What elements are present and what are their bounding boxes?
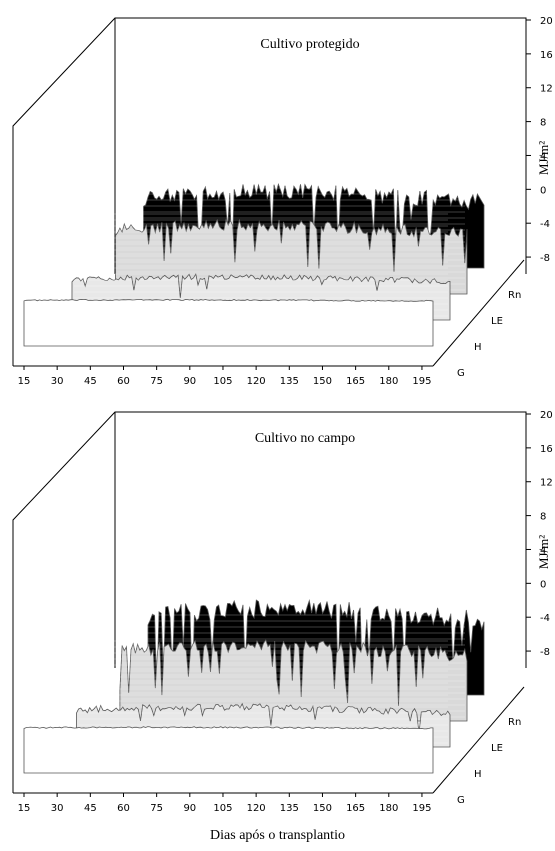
chart-title: Cultivo protegido	[260, 37, 359, 52]
chart-frame-depth-edge	[432, 259, 525, 367]
z-tick-label: 16	[540, 444, 553, 455]
x-tick-label: 105	[213, 376, 232, 387]
series-ribbon-le	[115, 218, 468, 295]
series-label-g: G	[457, 368, 465, 379]
z-tick-label: 0	[540, 185, 546, 196]
x-tick-label: 60	[117, 803, 130, 814]
x-tick-label: 90	[183, 803, 196, 814]
x-axis-label: Dias após o transplantio	[210, 828, 345, 843]
series-ribbon-g	[23, 726, 434, 774]
x-tick-label: 180	[379, 803, 398, 814]
x-tick-label: 150	[313, 376, 332, 387]
z-tick-label: 12	[540, 84, 553, 95]
x-tick-label: 90	[183, 376, 196, 387]
x-tick-label: 75	[150, 803, 163, 814]
x-tick-label: 195	[412, 376, 431, 387]
series-label-le: LE	[491, 743, 503, 754]
series-label-rn: Rn	[508, 717, 521, 728]
z-tick-label: 4	[540, 151, 546, 162]
z-tick-label: 16	[540, 50, 553, 61]
z-tick-label: 8	[540, 118, 546, 129]
z-tick-label: 20	[540, 410, 553, 421]
x-tick-label: 135	[280, 376, 299, 387]
z-tick-label: 4	[540, 545, 546, 556]
z-tick-label: -4	[540, 219, 550, 230]
x-tick-label: 165	[346, 803, 365, 814]
z-tick-label: -8	[540, 253, 550, 264]
z-tick-label: 0	[540, 579, 546, 590]
chart-frame-depth-edge	[432, 686, 525, 794]
z-axis-unit: MJ/m²	[536, 535, 551, 569]
x-tick-label: 75	[150, 376, 163, 387]
z-tick-label: 12	[540, 478, 553, 489]
x-tick-label: 45	[84, 803, 97, 814]
x-tick-label: 120	[247, 803, 266, 814]
series-label-h: H	[474, 342, 482, 353]
x-tick-label: 15	[18, 803, 31, 814]
series-label-rn: Rn	[508, 290, 521, 301]
series-ribbon-g	[23, 298, 434, 347]
x-tick-label: 45	[84, 376, 97, 387]
x-tick-label: 105	[213, 803, 232, 814]
z-tick-label: -4	[540, 613, 550, 624]
x-tick-label: 180	[379, 376, 398, 387]
z-tick-label: 20	[540, 16, 553, 27]
chart-panel-1: 20 16 12 8 4 0 -4 -8 MJ/m² Cultivo protegido Rn LE H…	[12, 16, 553, 387]
chart-panel-2: 20 16 12 8 4 0 -4 -8 MJ/m² Cultivo no campo Rn LE H G…	[12, 410, 553, 814]
z-axis-unit: MJ/m²	[536, 141, 551, 175]
x-tick-label: 120	[247, 376, 266, 387]
x-tick-label: 150	[313, 803, 332, 814]
series-label-h: H	[474, 769, 482, 780]
x-tick-label: 135	[280, 803, 299, 814]
x-tick-label: 30	[51, 376, 64, 387]
series-label-le: LE	[491, 316, 503, 327]
x-tick-label: 30	[51, 803, 64, 814]
z-tick-label: -8	[540, 647, 550, 658]
series-label-g: G	[457, 795, 465, 806]
x-tick-label: 165	[346, 376, 365, 387]
z-tick-label: 8	[540, 512, 546, 523]
x-tick-label: 15	[18, 376, 31, 387]
x-tick-label: 60	[117, 376, 130, 387]
chart-title: Cultivo no campo	[255, 431, 355, 446]
x-tick-label: 195	[412, 803, 431, 814]
